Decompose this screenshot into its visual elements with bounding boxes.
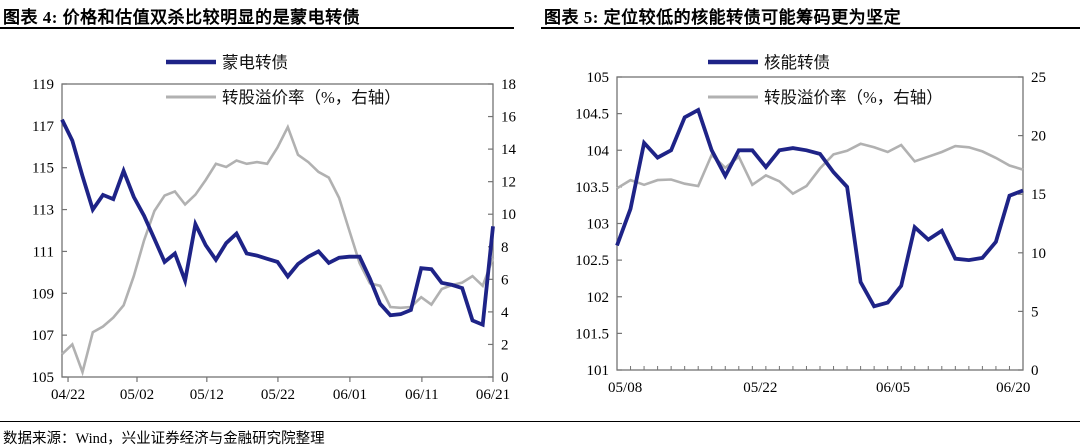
figure-4-chart: 105 107 109 111 113 115 117 119 0 2 4 6 8 10 12 14 16 18 0… (32, 53, 517, 403)
x-axis-label: 05/22 (743, 380, 777, 396)
figure-4-header: 图表 4: 价格和估值双杀比较明显的是蒙电转债 (0, 3, 514, 29)
right-axis-label: 10 (1031, 246, 1046, 262)
x-axis-label: 04/22 (51, 387, 85, 403)
x-axis-label: 05/12 (190, 387, 224, 403)
right-axis-label: 20 (1031, 129, 1046, 145)
left-axis-label: 103 (587, 217, 610, 233)
left-axis-label: 119 (32, 77, 54, 93)
right-axis-label: 14 (501, 142, 517, 158)
right-axis-label: 0 (1031, 363, 1039, 379)
x-axis-label: 05/08 (608, 380, 642, 396)
left-axis-label: 113 (32, 203, 54, 219)
right-axis-label: 12 (501, 175, 516, 191)
source-note-text: 数据来源：Wind，兴业证券经济与金融研究院整理 (3, 431, 325, 446)
plot-border (61, 83, 494, 378)
legend-label: 转股溢价率（%，右轴） (764, 88, 943, 107)
right-axis-label: 18 (501, 77, 516, 93)
figure-5-header: 图表 5: 定位较低的核能转债可能筹码更为坚定 (541, 3, 1080, 29)
right-axis-label: 5 (1031, 304, 1039, 320)
right-axis-label: 10 (501, 207, 516, 223)
left-axis-label: 104 (587, 143, 610, 159)
series-line-蒙电转债 (60, 118, 495, 328)
source-note: 数据来源：Wind，兴业证券经济与金融研究院整理 (0, 421, 1080, 446)
x-axis-label: 06/21 (476, 387, 510, 403)
left-axis-label: 103.5 (575, 180, 609, 196)
left-axis-label: 101.5 (575, 326, 609, 342)
legend-label: 核能转债 (764, 53, 830, 72)
right-axis-label: 15 (1031, 187, 1046, 203)
x-axis-label: 06/01 (333, 387, 367, 403)
x-axis-label: 06/05 (876, 380, 910, 396)
right-axis-label: 16 (501, 110, 517, 126)
series-line-转股溢价率（%，右轴） (61, 123, 495, 377)
right-axis-label: 25 (1031, 70, 1046, 86)
left-axis-label: 105 (32, 370, 55, 386)
left-axis-label: 111 (33, 244, 54, 260)
figure-4-title: 图表 4: 价格和估值双杀比较明显的是蒙电转债 (3, 8, 361, 27)
right-axis-label: 8 (501, 240, 509, 256)
left-axis-label: 115 (32, 161, 54, 177)
left-axis-label: 102.5 (575, 253, 609, 269)
left-axis-label: 104.5 (575, 107, 609, 123)
left-axis-label: 107 (32, 328, 55, 344)
x-axis-label: 06/11 (405, 387, 439, 403)
series-line-核能转债 (615, 107, 1024, 309)
left-axis-label: 102 (587, 290, 610, 306)
left-axis-label: 105 (587, 70, 610, 86)
legend-label: 转股溢价率（%，右轴） (222, 88, 401, 107)
x-axis-label: 05/22 (261, 387, 295, 403)
left-axis-label: 109 (32, 286, 55, 302)
right-axis-label: 2 (501, 337, 509, 353)
left-axis-label: 101 (587, 363, 610, 379)
figure-5-chart: 101 101.5 102 102.5 103 103.5 104 104.5 105 0 5 10 1… (575, 53, 1046, 396)
plot-border (616, 76, 1024, 371)
right-axis-label: 0 (501, 370, 509, 386)
figure-5-title: 图表 5: 定位较低的核能转债可能筹码更为坚定 (544, 8, 902, 27)
series-line-转股溢价率（%，右轴） (616, 142, 1024, 196)
x-axis-label: 06/20 (996, 380, 1030, 396)
right-axis-label: 4 (501, 305, 509, 321)
right-axis-label: 6 (501, 272, 509, 288)
left-axis-label: 117 (32, 119, 54, 135)
legend-label: 蒙电转债 (222, 53, 288, 72)
x-axis-label: 05/02 (120, 387, 154, 403)
